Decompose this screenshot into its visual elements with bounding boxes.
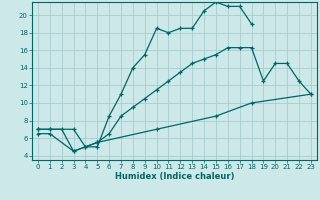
X-axis label: Humidex (Indice chaleur): Humidex (Indice chaleur) [115,172,234,181]
